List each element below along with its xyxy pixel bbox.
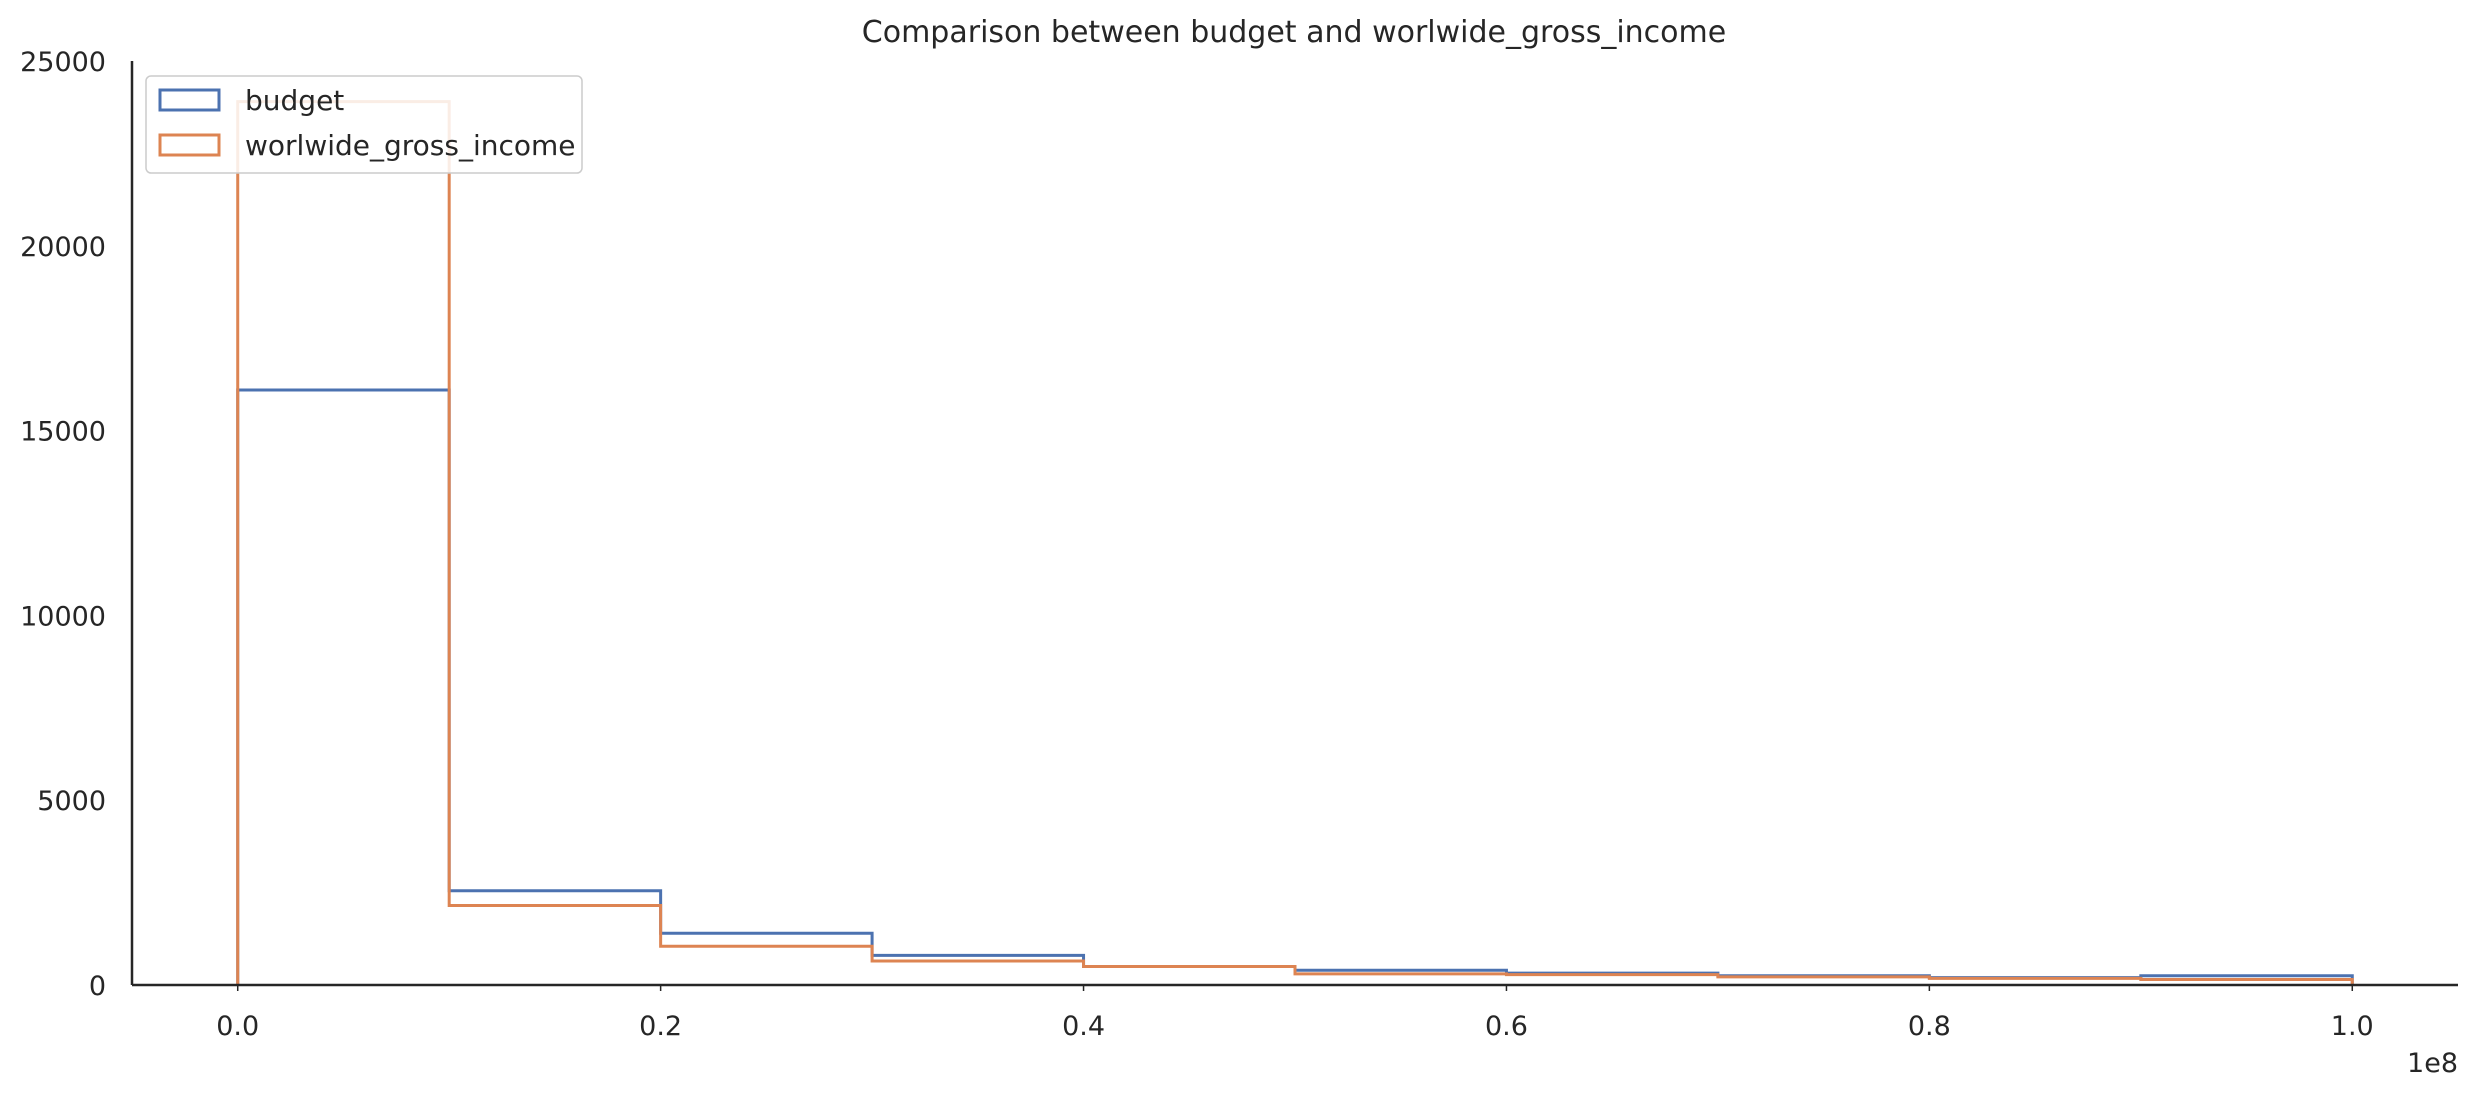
histogram-steps [236, 100, 2354, 985]
x-tick-label: 0.4 [1062, 1011, 1105, 1042]
x-tick-label: 1.0 [2331, 1011, 2374, 1042]
y-tick-label: 0 [89, 971, 106, 1002]
legend-swatch-worlwide-gross-income [158, 133, 221, 157]
y-tick-label: 5000 [37, 786, 106, 817]
x-tick-label: 0.6 [1485, 1011, 1528, 1042]
series-step-worlwide-gross-income [236, 100, 2354, 985]
legend: budget worlwide_gross_income [145, 75, 583, 174]
legend-swatch-budget [158, 88, 221, 112]
legend-label-budget: budget [245, 84, 344, 117]
legend-frame [145, 75, 583, 174]
series-step-budget [236, 388, 2354, 985]
x-offset-label: 1e8 [2407, 1048, 2458, 1079]
x-tick-label: 0.0 [216, 1011, 259, 1042]
y-tick-labels: 0 5000 10000 15000 20000 25000 [20, 47, 106, 1002]
y-tick-label: 25000 [20, 47, 106, 78]
x-tick-labels: 0.0 0.2 0.4 0.6 0.8 1.0 [216, 985, 2374, 1042]
chart-title: Comparison between budget and worlwide_g… [862, 15, 1726, 50]
legend-label-worlwide-gross-income: worlwide_gross_income [245, 129, 576, 162]
y-tick-label: 20000 [20, 232, 106, 263]
x-tick-label: 0.8 [1908, 1011, 1951, 1042]
y-tick-label: 15000 [20, 417, 106, 448]
x-tick-label: 0.2 [639, 1011, 682, 1042]
y-tick-label: 10000 [20, 601, 106, 632]
